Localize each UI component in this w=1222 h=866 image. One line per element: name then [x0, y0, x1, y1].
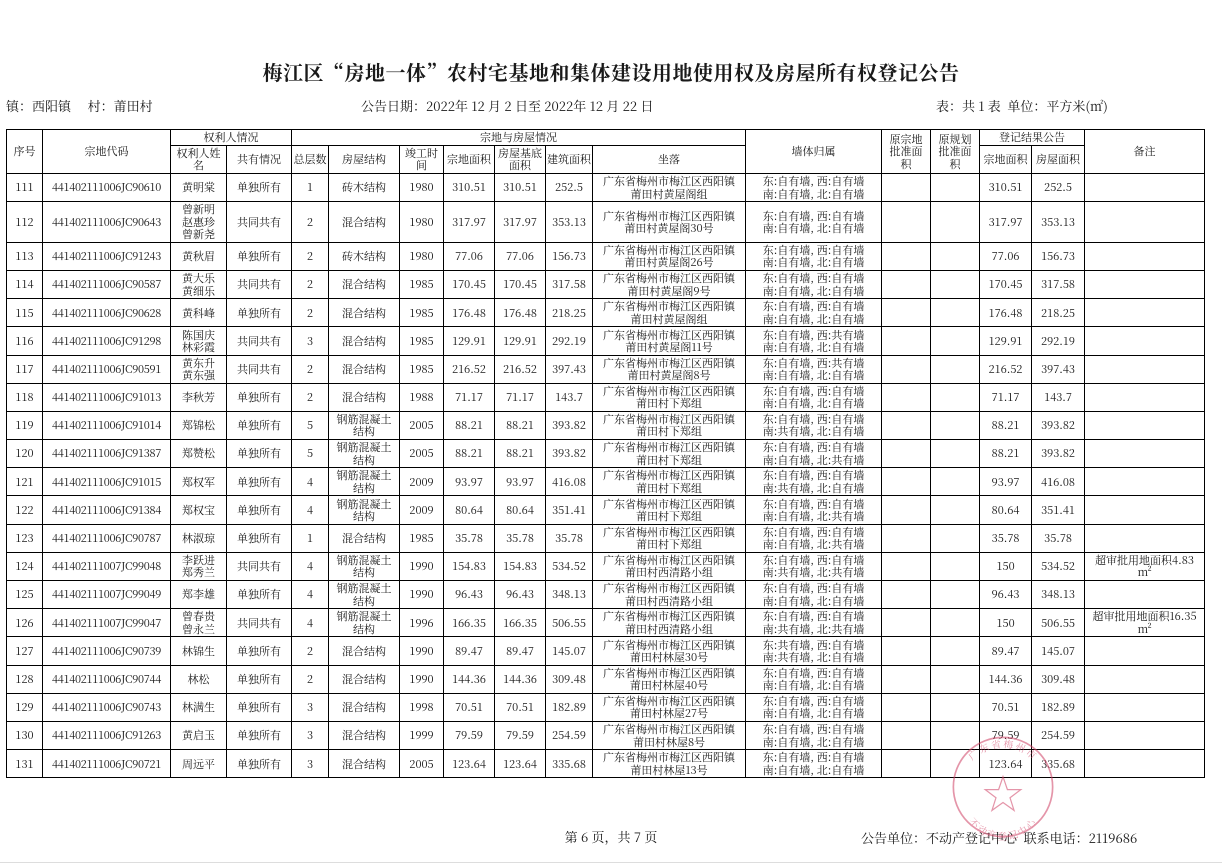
svg-text:不动产登记中心: 不动产登记中心 — [966, 815, 1040, 843]
svg-text:广东省梅州市: 广东省梅州市 — [965, 736, 1041, 763]
